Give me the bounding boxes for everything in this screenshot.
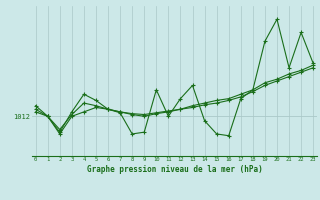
X-axis label: Graphe pression niveau de la mer (hPa): Graphe pression niveau de la mer (hPa) xyxy=(86,165,262,174)
